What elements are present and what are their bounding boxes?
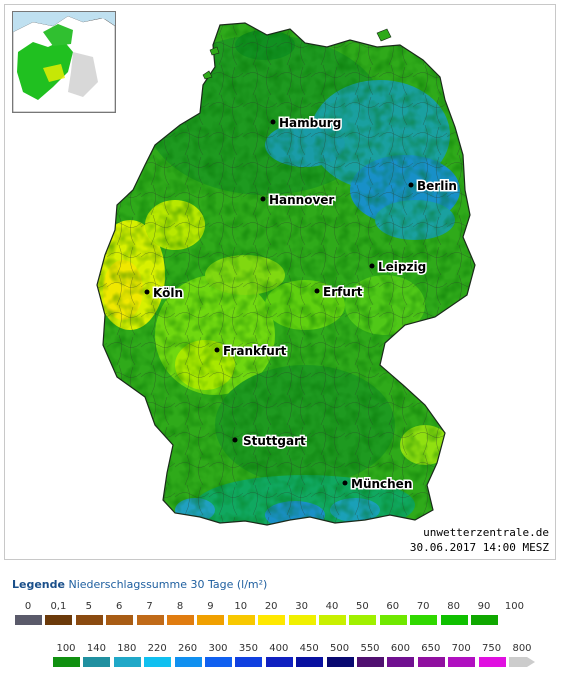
legend-swatch-row2-6 <box>235 657 263 667</box>
legend-title-text: Niederschlagssumme 30 Tage (l/m²) <box>68 578 268 591</box>
city-label-leipzig: Leipzig <box>378 260 426 274</box>
legend-swatch-row2-0 <box>53 657 80 667</box>
map-fill <box>97 23 475 525</box>
legend-swatch-15 <box>471 615 498 625</box>
legend-swatch-row2-5 <box>205 657 232 667</box>
city-label-hamburg: Hamburg <box>279 116 341 130</box>
credit-site: unwetterzentrale.de <box>423 526 549 539</box>
legend-swatch-row2-8 <box>296 657 324 667</box>
legend-swatch-13 <box>410 615 438 625</box>
city-label-stuttgart: Stuttgart <box>243 434 306 448</box>
legend-arrow-icon <box>527 657 535 667</box>
legend-swatch-12 <box>379 615 407 625</box>
legend-swatch-5 <box>167 615 194 625</box>
legend-swatch-11 <box>349 615 377 625</box>
legend-swatch-row2-13 <box>448 657 476 667</box>
legend-swatch-8 <box>258 615 286 625</box>
legend-label-row2-11: 600 <box>390 643 410 654</box>
legend-label-6: 9 <box>207 601 214 612</box>
legend-label-3: 6 <box>116 601 123 612</box>
credit-timestamp: 30.06.2017 14:00 MESZ <box>410 541 549 554</box>
legend-label-row2-1: 140 <box>86 643 106 654</box>
legend-swatch-0 <box>15 615 42 625</box>
legend-title: Legende Niederschlagssumme 30 Tage (l/m²… <box>12 578 267 591</box>
legend-label-row2-10: 550 <box>360 643 380 654</box>
legend-swatch-row2-11 <box>387 657 415 667</box>
legend-swatch-3 <box>106 615 134 625</box>
legend-swatch-6 <box>197 615 225 625</box>
legend-label-12: 60 <box>386 601 400 612</box>
legend-label-14: 80 <box>447 601 460 612</box>
legend-swatch-2 <box>75 615 103 625</box>
legend-swatch-row2-9 <box>326 657 354 667</box>
legend-label-9: 30 <box>295 601 308 612</box>
legend-label-15: 90 <box>477 601 491 612</box>
legend-label-5: 8 <box>176 601 184 612</box>
legend-label-row2-0: 100 <box>56 643 76 654</box>
legend-label-row2-8: 450 <box>299 643 319 654</box>
legend-swatch-9 <box>288 615 316 625</box>
europe-inset-map <box>12 11 116 113</box>
legend-swatch-7 <box>227 615 255 625</box>
legend-swatch-row2-2 <box>113 657 141 667</box>
legend-label-13: 70 <box>416 601 430 612</box>
legend-swatch-row2-3 <box>144 657 172 667</box>
legend-swatch-1 <box>45 615 73 625</box>
city-label-koeln: Köln <box>153 286 183 300</box>
legend-swatch-10 <box>319 615 346 625</box>
map-frame: Hamburg Berlin Hannover Leipzig Köln Erf… <box>4 4 556 560</box>
legend-swatch-row2-7 <box>265 657 293 667</box>
legend-label-0: 0 <box>24 601 32 612</box>
legend-label-11: 50 <box>356 601 369 612</box>
legend-label-row2-7: 400 <box>269 643 289 654</box>
city-label-frankfurt: Frankfurt <box>223 344 287 358</box>
legend-swatch-row2-1 <box>83 657 111 667</box>
legend-title-bold: Legende <box>12 578 65 591</box>
legend-label-row2-13: 700 <box>451 643 471 654</box>
legend-swatch-row2-15 <box>509 657 527 667</box>
legend-label-4: 7 <box>146 601 153 612</box>
legend-label-row2-2: 180 <box>117 643 137 654</box>
legend-label-row2-9: 500 <box>330 643 350 654</box>
legend-label-row2-3: 220 <box>147 643 167 654</box>
legend-swatch-row2-10 <box>357 657 384 667</box>
city-label-erfurt: Erfurt <box>323 285 363 299</box>
legend-label-row2-14: 750 <box>482 643 502 654</box>
legend-label-7: 10 <box>234 601 248 612</box>
legend-label-16: 100 <box>504 601 524 612</box>
legend-label-row2-4: 260 <box>178 643 198 654</box>
legend-label-2: 5 <box>85 601 92 612</box>
legend-label-1: 0,1 <box>50 601 67 612</box>
legend-swatch-row2-14 <box>478 657 506 667</box>
city-label-muenchen: München <box>351 477 412 491</box>
legend-swatch-row2-4 <box>174 657 202 667</box>
legend-swatch-14 <box>440 615 468 625</box>
legend-label-row2-15: 800 <box>512 643 532 654</box>
legend-swatch-4 <box>136 615 164 625</box>
legend-swatch-row2-12 <box>417 657 445 667</box>
city-label-hannover: Hannover <box>269 193 334 207</box>
precipitation-map: Hamburg Berlin Hannover Leipzig Köln Erf… <box>96 22 549 554</box>
legend-label-8: 20 <box>264 601 278 612</box>
legend-label-row2-12: 650 <box>421 643 441 654</box>
city-markers: Hamburg Berlin Hannover Leipzig Köln Erf… <box>144 115 458 493</box>
city-label-berlin: Berlin <box>417 179 457 193</box>
legend-label-10: 40 <box>325 601 339 612</box>
legend-label-row2-6: 350 <box>238 643 258 654</box>
legend-label-row2-5: 300 <box>208 643 228 654</box>
